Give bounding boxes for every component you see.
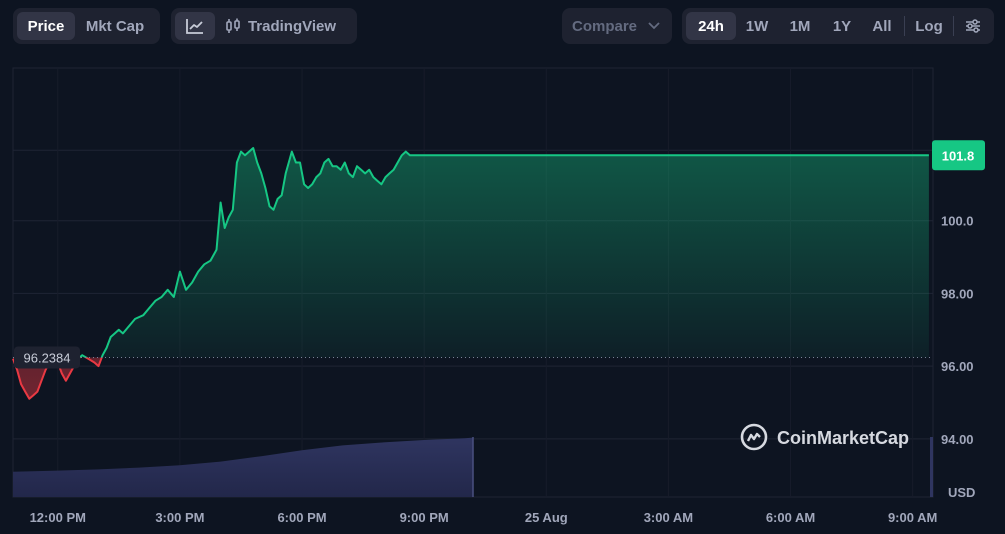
- start-price-bg: [14, 346, 80, 369]
- chart-type-toggle: TradingView: [171, 8, 357, 44]
- settings-divider: [953, 16, 954, 36]
- compare-dropdown[interactable]: Compare: [562, 8, 672, 44]
- x-tick-label: 12:00 PM: [30, 510, 86, 525]
- start-price-badge: 96.2384: [14, 346, 80, 369]
- y-tick-label: 100.0: [941, 214, 974, 229]
- y-unit-label: USD: [948, 485, 975, 500]
- green-area: [13, 148, 929, 358]
- chart-toolbar: Price Mkt Cap TradingView Compare: [0, 0, 1005, 52]
- y-tick-label: 98.00: [941, 286, 974, 301]
- x-tick-label: 6:00 PM: [277, 510, 326, 525]
- range-divider: [904, 16, 905, 36]
- price-labels: 96.2384 101.8: [14, 140, 985, 369]
- price-mktcap-toggle: Price Mkt Cap: [13, 8, 160, 44]
- settings-sliders-icon: [966, 19, 980, 33]
- time-range-selector: 24h 1W 1M 1Y All Log: [682, 8, 994, 44]
- green-line: [78, 147, 929, 358]
- line-chart-icon: [186, 19, 203, 34]
- x-tick-label: 3:00 AM: [644, 510, 693, 525]
- x-axis: 12:00 PM 3:00 PM 6:00 PM 9:00 PM 25 Aug 3:00 …: [30, 510, 938, 525]
- watermark-text: CoinMarketCap: [777, 428, 909, 448]
- tab-mkt-cap[interactable]: Mkt Cap: [85, 17, 145, 35]
- candlestick-icon: [226, 18, 240, 33]
- range-1w[interactable]: 1W: [745, 17, 769, 35]
- range-all[interactable]: All: [872, 17, 892, 35]
- tab-price[interactable]: Price: [17, 12, 75, 40]
- line-below-start: [12, 357, 103, 400]
- volume-area: [13, 437, 933, 497]
- x-tick-label: 9:00 AM: [888, 510, 937, 525]
- x-tick-label: 6:00 AM: [766, 510, 815, 525]
- red-line: [12, 357, 103, 400]
- tradingview-button[interactable]: TradingView: [215, 12, 345, 40]
- coinmarketcap-watermark: CoinMarketCap: [740, 423, 909, 451]
- chevron-down-icon: [648, 22, 660, 30]
- tradingview-label: TradingView: [247, 17, 337, 35]
- start-price-label: 96.2384: [24, 350, 71, 365]
- y-tick-label: 94.00: [941, 432, 974, 447]
- coinmarketcap-logo-icon: [740, 423, 768, 451]
- current-price-label: 101.8: [942, 148, 975, 163]
- area-above-start: [13, 148, 929, 358]
- y-axis: 94.00 96.00 98.00 100.0 USD: [941, 214, 975, 500]
- line-chart-button[interactable]: [175, 12, 215, 40]
- current-price-badge: 101.8: [932, 140, 985, 171]
- y-tick-label: 96.00: [941, 359, 974, 374]
- log-scale-toggle[interactable]: Log: [915, 17, 943, 35]
- volume-bars: [13, 437, 473, 497]
- line-above-start: [78, 147, 929, 358]
- range-1y[interactable]: 1Y: [832, 17, 852, 35]
- x-tick-label: 25 Aug: [525, 510, 568, 525]
- price-area-fill: [13, 148, 929, 399]
- price-line: [12, 147, 933, 400]
- volume-current-bar: [930, 437, 933, 497]
- compare-label: Compare: [572, 17, 638, 35]
- chart-settings-button[interactable]: [956, 12, 990, 40]
- x-tick-label: 3:00 PM: [155, 510, 204, 525]
- range-24h[interactable]: 24h: [686, 12, 736, 40]
- range-1m[interactable]: 1M: [789, 17, 811, 35]
- current-price-bg: [932, 140, 985, 171]
- x-tick-label: 9:00 PM: [400, 510, 449, 525]
